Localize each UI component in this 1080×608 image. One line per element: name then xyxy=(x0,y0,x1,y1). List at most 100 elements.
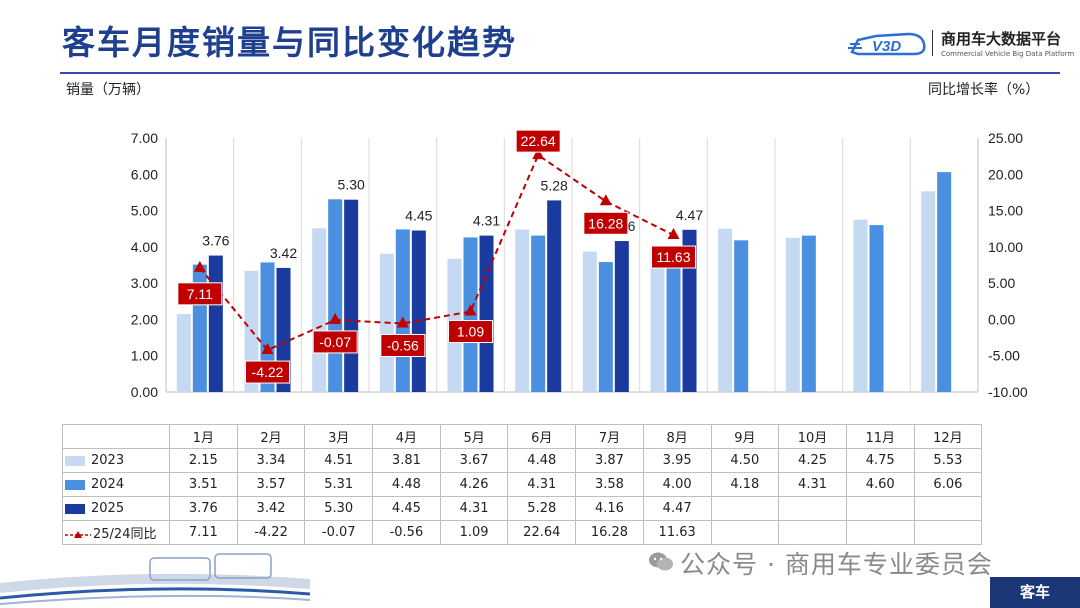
month-header: 6月 xyxy=(507,424,577,449)
dashed-line-triangle-icon xyxy=(65,530,91,538)
yoy-label-box xyxy=(380,333,426,357)
month-header: 11月 xyxy=(845,424,915,449)
right-axis-title: 同比增长率（%） xyxy=(928,82,1040,98)
left-tick-label: 5.00 xyxy=(131,203,158,219)
month-header: 5月 xyxy=(439,424,509,449)
brand-name-cn: 商用车大数据平台 xyxy=(941,30,1062,48)
bar-2024 xyxy=(260,262,275,392)
bar-2024 xyxy=(666,246,681,392)
month-header: 10月 xyxy=(778,424,847,449)
bar-2025 xyxy=(479,235,494,392)
yoy-marker xyxy=(464,304,477,316)
yoy-label: -0.56 xyxy=(387,337,419,353)
yoy-marker xyxy=(599,194,612,206)
bar-2025 xyxy=(682,229,697,392)
right-tick-label: -10.00 xyxy=(988,384,1028,400)
bar-2023 xyxy=(582,251,597,392)
table-cell: 4.51 xyxy=(304,448,374,473)
yoy-label-box xyxy=(245,360,290,384)
month-header: 8月 xyxy=(642,424,712,449)
table-corner-cell xyxy=(62,424,170,449)
left-tick-label: 0.00 xyxy=(131,384,158,400)
bar-value-label: 4.31 xyxy=(473,213,500,229)
yoy-marker xyxy=(396,316,409,328)
data-table: 1月 2月 3月 4月 5月 6月 7月 8月 9月 10月 11月 12月 2… xyxy=(62,424,983,545)
table-cell xyxy=(845,496,915,521)
yoy-label-box xyxy=(177,282,223,306)
right-tick-label: 0.00 xyxy=(988,311,1015,327)
month-header: 3月 xyxy=(304,424,374,449)
table-cell: 4.31 xyxy=(439,496,509,521)
bar-2024 xyxy=(937,172,952,392)
table-cell: 4.47 xyxy=(642,496,712,521)
table-cell: 11.63 xyxy=(642,520,712,545)
yoy-label: 22.64 xyxy=(521,133,556,149)
title-divider xyxy=(60,72,1060,74)
bar-value-label: 5.30 xyxy=(338,177,365,193)
legend-swatch-icon xyxy=(65,503,85,514)
legend-yoy: 25/24同比 xyxy=(62,520,170,545)
left-axis-title: 销量（万辆） xyxy=(66,82,150,98)
left-tick-label: 4.00 xyxy=(131,239,158,255)
month-header: 9月 xyxy=(710,424,780,449)
bar-2023 xyxy=(921,191,936,392)
table-cell: 3.81 xyxy=(372,448,441,473)
yoy-label: 7.11 xyxy=(187,286,213,302)
table-cell: 3.95 xyxy=(642,448,712,473)
bar-2024 xyxy=(598,262,613,392)
table-cell: 4.50 xyxy=(710,448,780,473)
table-cell: 3.67 xyxy=(439,448,509,473)
bar-value-label: 3.76 xyxy=(202,233,229,249)
bar-2023 xyxy=(515,229,530,392)
bar-2024 xyxy=(395,229,410,392)
table-cell xyxy=(778,520,847,545)
table-cell: 5.53 xyxy=(913,448,983,473)
table-cell: 4.31 xyxy=(507,472,577,497)
bar-2024 xyxy=(328,199,343,392)
table-cell: 3.34 xyxy=(236,448,306,473)
table-cell: -0.07 xyxy=(304,520,374,545)
legend-2025: 2025 xyxy=(62,496,170,521)
logo-separator xyxy=(932,30,933,56)
yoy-label: 16.28 xyxy=(588,215,623,231)
table-cell: 3.87 xyxy=(575,448,644,473)
table-cell: 3.76 xyxy=(169,496,238,521)
bar-2025 xyxy=(547,200,562,392)
bar-value-label: 5.28 xyxy=(541,177,568,193)
yoy-label: 11.63 xyxy=(657,249,691,265)
bus-fleet-decoration xyxy=(0,553,310,605)
bar-2025 xyxy=(208,255,223,392)
table-cell: 4.31 xyxy=(778,472,847,497)
right-tick-label: 20.00 xyxy=(988,166,1023,182)
table-cell: 5.31 xyxy=(304,472,374,497)
table-cell: 3.42 xyxy=(236,496,306,521)
table-row-yoy: 25/24同比 7.11 -4.22 -0.07 -0.56 1.09 22.6… xyxy=(62,520,983,545)
right-tick-label: -5.00 xyxy=(988,348,1020,364)
yoy-line xyxy=(199,153,674,352)
brand-logo: V3D 商用车大数据平台 Commercial Vehicle Big Data… xyxy=(848,22,1078,66)
table-cell: 7.11 xyxy=(169,520,238,545)
legend-swatch-icon xyxy=(65,479,85,490)
legend-2024: 2024 xyxy=(62,472,170,497)
table-cell xyxy=(845,520,915,545)
bar-2023 xyxy=(176,313,191,392)
table-cell: 4.16 xyxy=(575,496,644,521)
bar-2023 xyxy=(312,228,327,392)
table-cell: 6.06 xyxy=(913,472,983,497)
bar-value-label: 3.42 xyxy=(270,245,297,261)
bar-value-label: 4.45 xyxy=(405,208,432,224)
table-cell: 3.51 xyxy=(169,472,238,497)
table-cell: -0.56 xyxy=(372,520,441,545)
bar-value-label: 4.47 xyxy=(676,207,703,223)
table-cell: 4.00 xyxy=(642,472,712,497)
table-cell: 3.58 xyxy=(575,472,644,497)
sales-chart: 0.00 1.00 2.00 3.00 4.00 5.00 6.00 7.00 -10.00 -5… xyxy=(131,129,1028,400)
table-cell xyxy=(710,520,780,545)
bar-2025 xyxy=(344,199,359,392)
wechat-icon xyxy=(649,552,673,571)
section-tab: 客车 xyxy=(990,577,1080,608)
yoy-label: -0.07 xyxy=(319,334,351,350)
svg-text:V3D: V3D xyxy=(872,38,901,55)
yoy-label-box xyxy=(515,129,561,153)
month-header: 12月 xyxy=(913,424,983,449)
